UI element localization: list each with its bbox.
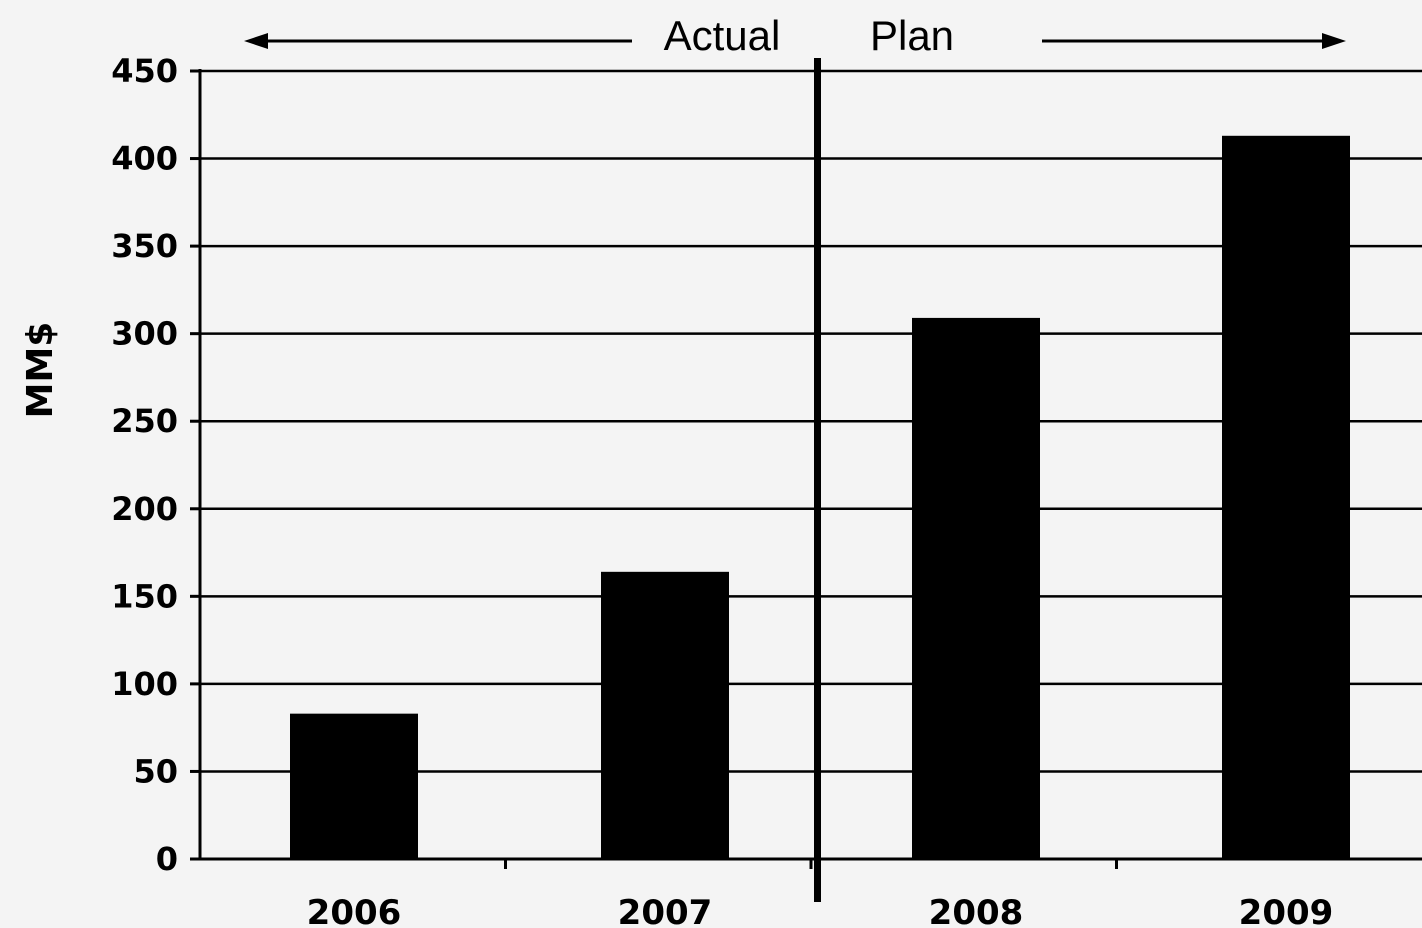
x-tick-label: 2006 (307, 893, 402, 928)
bar-2007 (601, 571, 729, 859)
left-arrow-head (244, 33, 268, 49)
x-tick-labels: 2006 2007 2008 2009 (307, 893, 1334, 928)
plan-label: Plan (870, 12, 954, 59)
y-tick-labels: 0 50 100 150 200 250 300 350 400 450 (111, 52, 178, 878)
y-tick-label: 350 (111, 227, 178, 265)
y-axis-title: MM$ (20, 322, 61, 419)
bar-2008 (912, 317, 1040, 859)
bar-2009 (1222, 135, 1350, 859)
actual-plan-annotation: Actual Plan (244, 12, 1346, 59)
x-tick-label: 2007 (618, 893, 713, 928)
right-arrow-head (1322, 33, 1346, 49)
y-tick-label: 150 (111, 577, 178, 615)
gridlines (200, 69, 1422, 773)
y-tick-label: 300 (111, 315, 178, 353)
y-tick-label: 50 (133, 752, 178, 790)
axes (190, 69, 1422, 869)
bars (290, 135, 1350, 859)
y-tick-label: 200 (111, 490, 178, 528)
x-tick-label: 2008 (929, 893, 1024, 928)
y-tick-label: 250 (111, 402, 178, 440)
y-tick-label: 100 (111, 665, 178, 703)
x-tick-label: 2009 (1239, 893, 1334, 928)
y-tick-label: 400 (111, 140, 178, 178)
y-tick-label: 450 (111, 52, 178, 90)
bar-2006 (290, 713, 418, 859)
y-tick-label: 0 (156, 840, 178, 878)
actual-label: Actual (664, 12, 781, 59)
